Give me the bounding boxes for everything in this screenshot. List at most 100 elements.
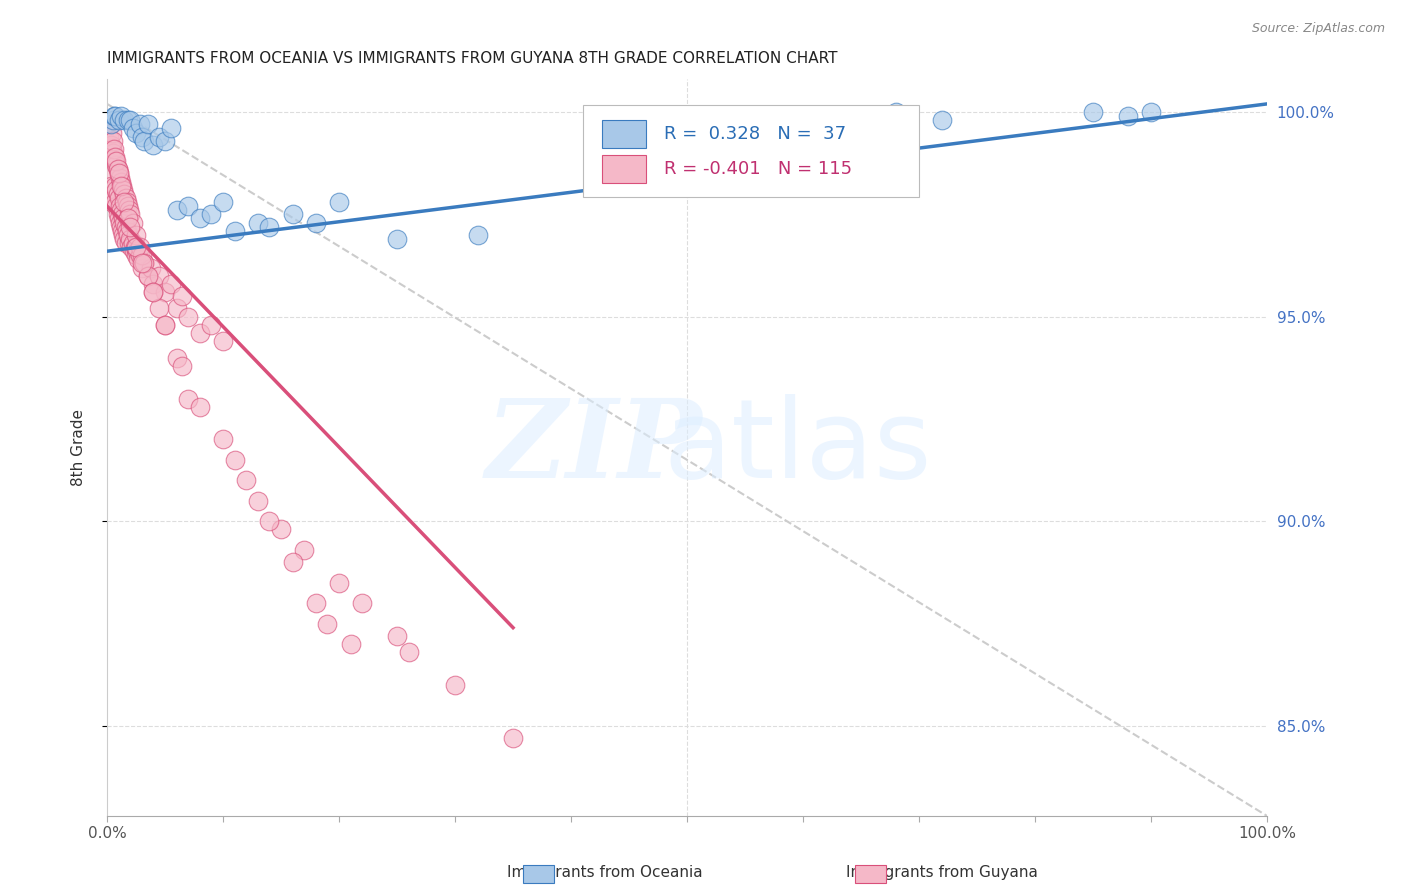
Point bbox=[153, 318, 176, 332]
Point bbox=[114, 195, 136, 210]
Point bbox=[104, 178, 127, 193]
Point bbox=[107, 162, 129, 177]
Point bbox=[114, 113, 136, 128]
Point bbox=[120, 240, 142, 254]
Point bbox=[281, 555, 304, 569]
Point bbox=[114, 219, 136, 234]
Point bbox=[111, 207, 134, 221]
Point bbox=[1140, 105, 1163, 120]
Point bbox=[305, 596, 328, 610]
Point bbox=[212, 334, 235, 349]
Point bbox=[160, 121, 183, 136]
Point bbox=[160, 277, 183, 291]
Point bbox=[385, 629, 408, 643]
Point bbox=[212, 433, 235, 447]
Point bbox=[398, 645, 420, 659]
Point bbox=[115, 195, 138, 210]
Point bbox=[246, 493, 269, 508]
Point bbox=[114, 232, 136, 246]
Point bbox=[131, 248, 153, 262]
Point bbox=[107, 186, 129, 201]
Point bbox=[120, 219, 142, 234]
Point bbox=[105, 158, 128, 172]
Point bbox=[339, 637, 361, 651]
Point bbox=[103, 142, 125, 156]
Point bbox=[111, 178, 134, 193]
Point bbox=[931, 113, 953, 128]
Point bbox=[107, 166, 129, 180]
Point bbox=[128, 240, 150, 254]
Point bbox=[108, 170, 131, 185]
Point bbox=[125, 240, 148, 254]
Point bbox=[112, 211, 135, 226]
Text: ZIP: ZIP bbox=[486, 394, 703, 501]
Point bbox=[120, 232, 142, 246]
Point bbox=[121, 121, 143, 136]
Point bbox=[110, 178, 132, 193]
Point bbox=[246, 216, 269, 230]
Point bbox=[125, 227, 148, 242]
Point bbox=[100, 126, 122, 140]
Point bbox=[259, 514, 281, 528]
Point bbox=[136, 117, 159, 131]
Point bbox=[502, 731, 524, 746]
Point bbox=[153, 134, 176, 148]
Point bbox=[142, 285, 165, 299]
Point bbox=[107, 113, 129, 128]
Point bbox=[103, 150, 125, 164]
Point bbox=[121, 216, 143, 230]
Point bbox=[107, 166, 129, 180]
Point bbox=[1081, 105, 1104, 120]
Point bbox=[352, 596, 374, 610]
Point bbox=[281, 207, 304, 221]
Point bbox=[141, 260, 163, 275]
Point bbox=[148, 268, 170, 283]
Point bbox=[153, 318, 176, 332]
Point bbox=[188, 326, 211, 340]
Point bbox=[103, 191, 125, 205]
Text: R = -0.401   N = 115: R = -0.401 N = 115 bbox=[664, 161, 852, 178]
Point bbox=[131, 129, 153, 144]
Point bbox=[112, 227, 135, 242]
Point bbox=[100, 195, 122, 210]
Point bbox=[328, 575, 350, 590]
Point bbox=[235, 474, 257, 488]
Point bbox=[117, 227, 139, 242]
Point bbox=[108, 216, 131, 230]
Point bbox=[112, 183, 135, 197]
Text: Source: ZipAtlas.com: Source: ZipAtlas.com bbox=[1251, 22, 1385, 36]
Point bbox=[316, 616, 339, 631]
Point bbox=[212, 195, 235, 210]
Point bbox=[114, 191, 136, 205]
Point bbox=[108, 199, 131, 213]
Point bbox=[385, 232, 408, 246]
Point bbox=[100, 137, 122, 152]
Point bbox=[115, 224, 138, 238]
Point bbox=[134, 256, 156, 270]
Y-axis label: 8th Grade: 8th Grade bbox=[72, 409, 86, 486]
Point bbox=[122, 244, 145, 259]
Point bbox=[200, 318, 222, 332]
Point bbox=[104, 109, 127, 123]
Point bbox=[127, 252, 149, 267]
Point bbox=[107, 162, 129, 177]
Point bbox=[98, 129, 121, 144]
Point bbox=[110, 109, 132, 123]
Point bbox=[128, 117, 150, 131]
Point bbox=[134, 134, 156, 148]
Point bbox=[110, 203, 132, 218]
Point bbox=[125, 248, 148, 262]
Point bbox=[127, 244, 149, 259]
Point bbox=[328, 195, 350, 210]
Point bbox=[224, 453, 246, 467]
Point bbox=[117, 211, 139, 226]
Point bbox=[884, 105, 907, 120]
Point bbox=[107, 191, 129, 205]
Point bbox=[103, 109, 125, 123]
Point bbox=[100, 178, 122, 193]
Point bbox=[100, 117, 122, 131]
Point bbox=[128, 248, 150, 262]
Point bbox=[200, 207, 222, 221]
Point bbox=[166, 301, 188, 316]
Point bbox=[177, 310, 200, 324]
